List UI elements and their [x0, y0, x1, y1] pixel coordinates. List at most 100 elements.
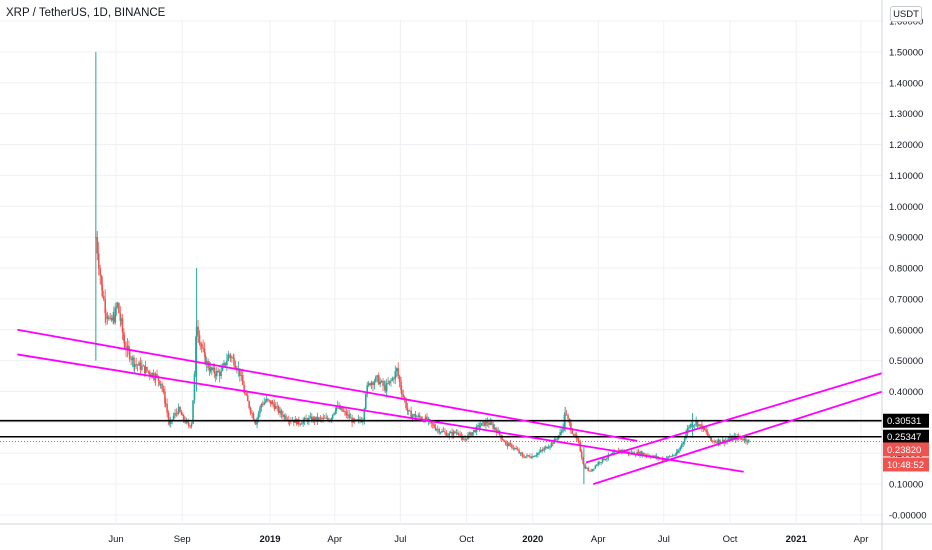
candle-body [195, 336, 197, 375]
x-tick-label: 2020 [522, 534, 543, 545]
candle-body [128, 350, 131, 360]
candle-body [729, 437, 731, 440]
candle-body [319, 417, 322, 419]
candle-body [286, 419, 289, 421]
candle-body [480, 422, 483, 426]
currency-selector[interactable]: USDT [890, 6, 922, 22]
x-tick-label: Jun [108, 534, 123, 545]
candle-body [574, 434, 577, 436]
candle-body [99, 268, 101, 276]
candle-body [464, 438, 466, 440]
candle-body [228, 354, 230, 356]
candle-body [400, 389, 403, 395]
candle-body [174, 412, 176, 416]
candle-body [234, 365, 237, 369]
candle-body [579, 442, 582, 452]
candle-body [312, 417, 315, 422]
candle-body [565, 414, 568, 416]
candle-body [531, 456, 533, 459]
y-tick-label: -0.00000 [889, 511, 927, 522]
candle-body [249, 407, 252, 413]
candle-body [587, 467, 589, 471]
candle-body [417, 415, 420, 417]
candle-body [501, 438, 504, 441]
candle-body [686, 428, 689, 434]
candle-body [521, 452, 523, 455]
candle-body [547, 447, 550, 449]
candle-body [482, 421, 484, 423]
candle-body [303, 418, 306, 421]
candle-body [110, 317, 113, 321]
candle-body [710, 437, 713, 441]
candle-body [315, 416, 317, 421]
candle-body [668, 456, 671, 458]
candle-body [606, 457, 608, 460]
candle-body [133, 364, 136, 367]
candle-body [263, 402, 266, 405]
candle-body [156, 374, 158, 377]
candle-body [508, 443, 510, 447]
candle-body [688, 426, 690, 429]
candle-body [231, 357, 233, 359]
y-tick-label: 0.80000 [889, 264, 923, 275]
candle-body [108, 317, 110, 320]
candle-body [180, 411, 183, 416]
candle-body [567, 415, 569, 419]
candle-body [190, 423, 193, 427]
candle-body [431, 423, 434, 425]
candle-body [465, 438, 468, 440]
candle-body [696, 421, 699, 427]
candle-body [407, 410, 410, 412]
candle-body [331, 414, 334, 419]
y-tick-label: 1.40000 [889, 78, 923, 89]
candle-body [678, 449, 680, 453]
candle-body [398, 376, 401, 382]
candle-body [562, 426, 564, 432]
candle-body [719, 439, 721, 443]
candle-body [394, 371, 397, 380]
candle-body [588, 470, 591, 472]
candle-body [212, 367, 214, 371]
candle-body [246, 395, 249, 402]
candle-body [126, 345, 129, 351]
candle-body [254, 422, 257, 425]
candle-body [233, 358, 235, 366]
candle-body [390, 380, 392, 382]
candle-body [151, 372, 153, 377]
candle-body [210, 367, 213, 371]
candle-body [519, 452, 522, 454]
candle-body [144, 367, 147, 374]
candle-body [192, 400, 194, 424]
candle-body [667, 456, 669, 459]
candle-body [459, 434, 461, 436]
level-label-resistance-bg [883, 413, 929, 428]
candle-body [418, 415, 421, 418]
candle-body [369, 383, 371, 386]
countdown-label-bg [883, 457, 929, 472]
candle-body [305, 418, 307, 420]
candle-body [285, 415, 287, 420]
candle-body [461, 437, 464, 440]
candle-body [121, 318, 124, 333]
candle-body [252, 413, 255, 420]
candle-body [580, 451, 583, 458]
candle-body [300, 423, 303, 425]
candle-body [411, 415, 414, 418]
y-tick-label: 0.60000 [889, 325, 923, 336]
current-price-label: 0.23820 [887, 445, 921, 456]
candle-body [585, 467, 588, 469]
candle-body [457, 432, 459, 434]
candle-body [223, 362, 225, 367]
y-tick-label: 1.10000 [889, 171, 923, 182]
candle-body [164, 391, 166, 404]
candle-body [560, 431, 563, 433]
candle-body [268, 399, 271, 401]
candle-body [376, 375, 379, 377]
candle-body [187, 422, 190, 426]
candle-body [244, 392, 246, 394]
candle-body [367, 383, 370, 386]
candle-body [164, 403, 167, 405]
candle-body [494, 427, 497, 430]
